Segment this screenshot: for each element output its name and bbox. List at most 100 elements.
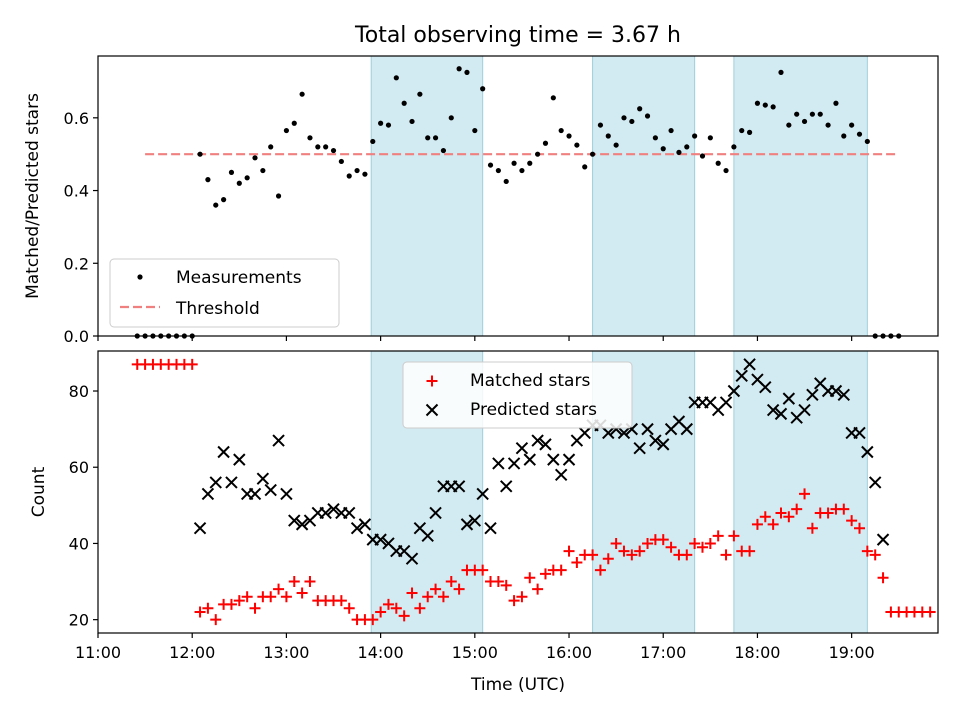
measurement-point [597,122,604,128]
predicted-star-marker [617,426,631,440]
top-y-tick-label: 0.2 [64,254,89,273]
legend-matched-swatch [426,375,438,387]
legend-predicted-swatch [425,403,439,417]
top-axes-frame [97,55,939,337]
x-tick-label: 16:00 [546,643,592,662]
measurement-point [715,160,721,166]
measurement-point [535,151,541,157]
predicted-star-marker [743,358,756,371]
matched-star-marker [210,614,222,626]
measurement-point [503,178,509,185]
top-panel: 0.0 0.2 0.4 0.6 Matched/Predicted stars Mea… [23,55,939,346]
bottom-legend-frame [402,361,633,429]
measurement-point [464,69,470,75]
matched-star-marker [587,549,599,561]
measurement-point [213,202,219,208]
predicted-star-marker [633,441,646,455]
bottom-y-tick-label: 80 [69,382,89,401]
predicted-star-marker [554,468,568,482]
predicted-star-marker [374,533,387,546]
measurement-point [346,173,352,179]
matched-star-marker [626,549,638,561]
x-tick-label: 11:00 [75,643,121,662]
matched-star-marker [249,602,261,614]
legend-matched-label: Matched stars [470,371,590,391]
matched-star-marker [508,595,520,607]
predicted-star-marker [319,506,332,520]
predicted-star-marker [727,384,741,398]
matched-star-marker [594,564,606,576]
matched-star-marker [500,579,512,591]
matched-star-marker [767,518,779,530]
matched-star-marker [194,606,206,618]
predicted-star-marker [853,426,866,440]
measurement-point [448,115,454,121]
measurement-point [849,122,855,128]
bottom-y-axis-label: Count [29,466,49,517]
matched-star-marker [406,587,418,599]
measurement-point [770,104,776,110]
matched-star-marker [571,557,583,568]
measurement-point [268,144,274,150]
measurement-point [221,197,227,203]
matched-star-marker [799,488,811,500]
measurement-point [794,111,800,117]
measurement-point [778,69,784,75]
matched-star-marker [414,602,426,614]
matched-star-marker [186,358,198,370]
matched-star-marker [516,591,528,603]
measurement-point [542,140,549,146]
predicted-star-marker [876,533,890,546]
matched-star-marker [822,507,834,519]
measurement-point [323,144,329,150]
bottom-axes-frame [97,350,939,634]
bottom-y-tick-label: 40 [69,534,89,553]
measurement-point [260,167,266,174]
measurement-point [480,86,486,92]
matched-star-marker [265,591,277,603]
predicted-star-marker [327,502,340,516]
measurement-point [244,175,250,181]
matched-star-marker [783,511,795,523]
predicted-star-marker [217,445,230,459]
measurement-point [338,158,344,165]
measurement-point [637,106,643,112]
bottom-y-tick-label: 20 [69,611,89,630]
measurement-point [676,149,682,155]
measurement-point [354,167,360,174]
matched-star-marker [539,568,551,580]
predicted-star-marker [680,422,693,436]
predicted-star-marker [657,438,670,451]
predicted-star-marker [735,369,748,382]
x-tick-label: 14:00 [358,643,404,662]
measurement-point [425,135,431,141]
predicted-star-marker [861,445,874,459]
measurement-point [205,177,211,183]
measurement-point [589,151,596,157]
matched-star-marker [642,537,654,549]
predicted-star-marker [837,388,851,402]
predicted-star-marker [759,380,772,394]
predicted-star-marker [421,529,434,543]
matched-star-marker [296,587,308,599]
matched-star-marker [437,591,449,603]
measurement-point [856,131,863,137]
predicted-star-marker [531,434,544,447]
observing-window-band [733,350,868,634]
predicted-star-marker [272,434,285,447]
matched-star-marker [453,583,465,595]
predicted-star-marker [256,472,270,485]
measurement-point [299,91,305,97]
predicted-star-marker [264,483,277,497]
measurement-point [228,169,235,175]
predicted-star-marker [280,487,293,501]
measurement-point [841,133,847,139]
measurement-point [809,111,815,117]
measurement-point [699,153,706,159]
matched-star-marker [367,614,379,626]
predicted-star-marker [350,521,364,535]
measurement-point [574,142,580,148]
matched-star-marker [335,595,347,607]
measurement-point [456,66,462,72]
bottom-y-tick-label: 60 [69,458,89,477]
